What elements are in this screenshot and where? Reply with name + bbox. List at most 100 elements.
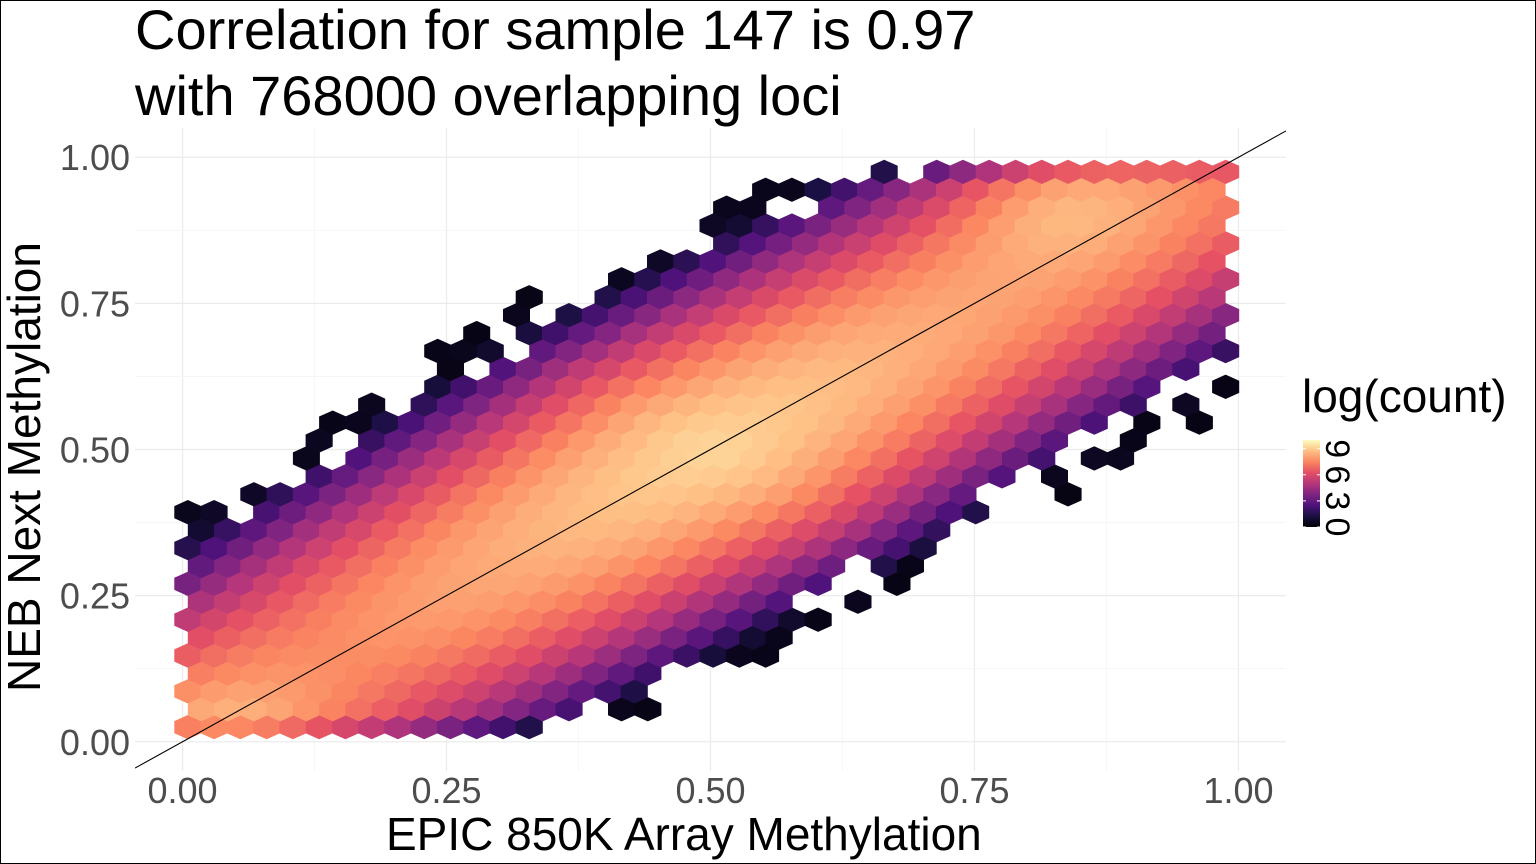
hex-bin: [713, 195, 741, 220]
hex-bin: [1028, 195, 1056, 220]
hex-bin: [857, 249, 885, 274]
hex-bin: [804, 500, 832, 525]
hex-bin: [515, 571, 543, 596]
hex-bin: [962, 356, 990, 382]
hex-bin: [174, 607, 202, 632]
hex-bin: [699, 500, 727, 525]
hex-bin: [594, 392, 622, 417]
hex-bin: [725, 285, 753, 310]
hex-bin: [503, 517, 530, 543]
hex-bin: [187, 697, 215, 722]
hex-bin: [949, 267, 977, 292]
hex-bin: [1028, 267, 1056, 292]
hex-bin: [529, 625, 557, 650]
hex-bin: [384, 643, 412, 668]
hex-bin: [1093, 213, 1121, 238]
hex-bin: [515, 500, 543, 525]
hex-bin: [608, 482, 636, 507]
hex-bin: [1133, 159, 1161, 184]
hex-bin: [1067, 356, 1095, 382]
hex-bin: [1014, 249, 1042, 274]
hex-bin: [331, 607, 359, 632]
hex-bin: [1159, 338, 1187, 364]
hex-bin: [489, 500, 517, 525]
hex-bin: [660, 446, 688, 471]
hex-bin: [739, 231, 767, 256]
hex-bin: [844, 303, 872, 328]
hex-bin: [345, 625, 373, 650]
hex-bin: [765, 553, 793, 579]
hex-bin: [883, 571, 911, 596]
hex-bin: [1185, 410, 1213, 435]
hex-bin: [345, 482, 373, 507]
hex-bin: [594, 535, 622, 561]
hex-bin: [384, 428, 412, 453]
hex-bin: [725, 643, 753, 668]
hex-bin: [725, 320, 753, 346]
hex-bin: [568, 643, 596, 668]
y-axis-label: NEB Next Methylation: [0, 242, 50, 692]
hex-bin: [503, 446, 530, 471]
hex-bin: [542, 392, 569, 417]
hex-bin: [240, 482, 268, 507]
hex-bin: [1002, 303, 1029, 328]
hex-bin: [450, 697, 478, 722]
hex-bin: [410, 464, 438, 489]
hex-bin: [778, 607, 806, 632]
hex-bin: [1133, 303, 1161, 328]
y-tick-label: 0.75: [60, 283, 130, 324]
hex-bin: [1172, 213, 1200, 238]
hex-bin: [436, 464, 464, 489]
hex-bin: [725, 428, 753, 453]
reference-line-layer: [135, 130, 1286, 769]
hex-bin: [962, 249, 990, 274]
hex-bin: [818, 410, 846, 435]
hex-bin: [739, 338, 767, 364]
hex-bin: [686, 482, 714, 507]
hex-bin: [909, 356, 937, 382]
hex-bin: [988, 356, 1016, 382]
hex-bin: [1212, 374, 1240, 399]
hex-bin: [988, 249, 1016, 274]
hex-bin: [240, 697, 268, 722]
hex-bin: [923, 410, 951, 435]
hex-bin: [1067, 392, 1095, 417]
hex-bin: [870, 517, 898, 543]
hex-bin: [608, 374, 636, 399]
hex-bin: [962, 500, 990, 525]
hex-bin: [1028, 446, 1056, 471]
hex-bin: [358, 607, 386, 632]
hex-bin: [1067, 177, 1095, 202]
hex-bin: [1198, 285, 1226, 310]
hex-bin: [410, 643, 438, 668]
hex-bin: [568, 571, 596, 596]
hex-bin: [358, 715, 386, 740]
hex-bin: [883, 213, 911, 238]
hex-bin: [923, 517, 951, 543]
hex-bin: [725, 356, 753, 382]
hex-bin: [1119, 249, 1147, 274]
hex-bin: [699, 535, 727, 561]
hex-bin: [1212, 267, 1240, 292]
hex-bin: [608, 267, 636, 292]
hex-bin: [515, 464, 543, 489]
hex-bin: [988, 285, 1016, 310]
hex-bin: [1198, 249, 1226, 274]
hex-bin: [686, 589, 714, 614]
hex-bin: [371, 661, 399, 686]
hex-bin: [568, 320, 596, 346]
x-axis-ticks: 0.00 0.25 0.50 0.75 1.00: [147, 770, 1273, 811]
hex-bin: [1002, 195, 1029, 220]
hex-bin: [713, 625, 741, 650]
hex-bin: [962, 285, 990, 310]
hex-bin: [476, 338, 504, 364]
hex-bin: [187, 625, 215, 650]
hex-bin: [870, 303, 898, 328]
hex-bin: [818, 338, 846, 364]
hex-bin: [1054, 231, 1082, 256]
hex-bin: [1041, 428, 1068, 453]
hex-bin: [1014, 213, 1042, 238]
hex-bin: [949, 303, 977, 328]
hex-bin: [515, 356, 543, 382]
hex-bin: [568, 607, 596, 632]
